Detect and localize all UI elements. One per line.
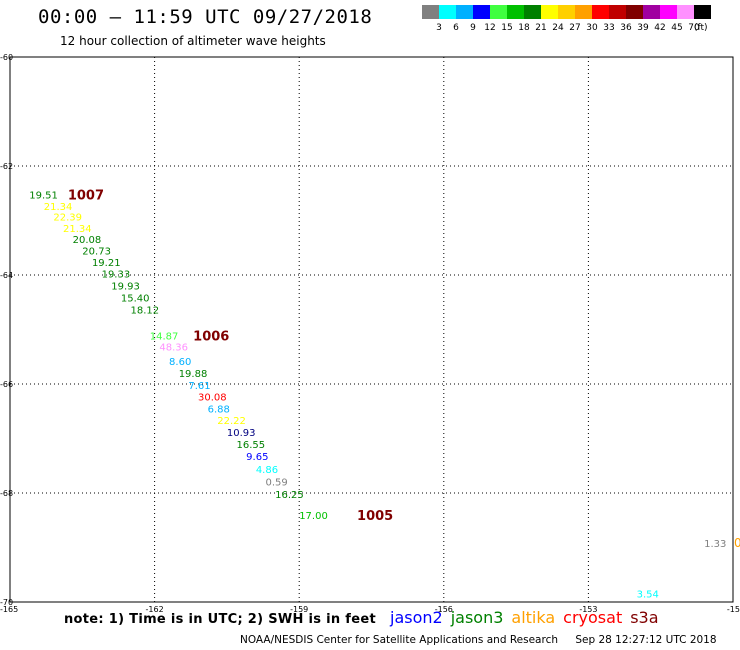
wave-height-point: 7.61: [188, 381, 210, 392]
wave-height-point: 18.12: [131, 305, 160, 316]
wave-height-point: 17.00: [299, 511, 328, 522]
credit-text: NOAA/NESDIS Center for Satellite Applica…: [240, 634, 558, 646]
y-tick-label: -60: [0, 53, 13, 62]
legend-label: 12: [484, 23, 496, 33]
legend-swatch: [422, 5, 439, 19]
legend-swatch: [490, 5, 507, 19]
satellite-label-s3a: s3a: [630, 608, 659, 627]
legend-label: 39: [637, 23, 649, 33]
wave-height-point: 20.73: [82, 246, 111, 257]
legend-label: 42: [654, 23, 666, 33]
legend-label: 36: [620, 23, 632, 33]
legend-label: 18: [518, 23, 530, 33]
y-tick-label: -66: [0, 380, 13, 389]
legend-swatch: [677, 5, 694, 19]
wave-height-point: 6.88: [208, 405, 230, 416]
legend-label: 30: [586, 23, 598, 33]
credit-line: NOAA/NESDIS Center for Satellite Applica…: [240, 634, 717, 646]
wave-height-point: 4.86: [256, 465, 278, 476]
wave-height-point: 0.59: [265, 478, 287, 489]
legend-swatch: [473, 5, 490, 19]
legend-swatch: [694, 5, 711, 19]
legend-label: 70: [688, 23, 700, 33]
wave-height-point: 22.22: [217, 416, 246, 427]
wave-height-point: 20.08: [73, 235, 102, 246]
wave-height-point: 10.93: [227, 428, 256, 439]
pressure-label: 1005: [357, 509, 393, 524]
x-tick-label: -165: [0, 605, 18, 614]
wave-height-point: 21.34: [44, 202, 73, 213]
wave-height-point: 15.40: [121, 293, 150, 304]
satellite-label-jason3: jason3: [450, 608, 504, 627]
legend-label: 45: [671, 23, 683, 33]
x-tick-label: -156: [435, 605, 453, 614]
generated-timestamp: Sep 28 12:27:12 UTC 2018: [575, 634, 717, 646]
wave-height-point: 48.36: [159, 342, 188, 353]
x-tick-label: -153: [579, 605, 597, 614]
legend-swatch: [643, 5, 660, 19]
legend-label: 33: [603, 23, 615, 33]
legend-swatch: [558, 5, 575, 19]
y-tick-label: -64: [0, 271, 13, 280]
chart-title: 00:00 – 11:59 UTC 09/27/2018: [38, 6, 373, 28]
legend-unit: (ft): [694, 23, 708, 33]
legend-swatch: [524, 5, 541, 19]
legend-swatch: [575, 5, 592, 19]
legend-label: 3: [436, 23, 442, 33]
legend-label: 21: [535, 23, 547, 33]
wave-height-point: 19.33: [102, 269, 131, 280]
legend-label: 24: [552, 23, 564, 33]
satellite-label-altika: altika: [511, 608, 556, 627]
legend-swatch: [541, 5, 558, 19]
wave-height-point: 9.65: [246, 452, 268, 463]
wave-height-point: 30.08: [198, 393, 227, 404]
wave-height-point: 16.55: [237, 440, 266, 451]
chart-subtitle: 12 hour collection of altimeter wave hei…: [60, 34, 326, 48]
edge-data-mark: 0: [734, 536, 740, 550]
legend-swatch: [507, 5, 524, 19]
wave-height-point: 3.54: [637, 589, 659, 600]
wave-height-point: 8.60: [169, 357, 191, 368]
satellite-label-cryosat: cryosat: [563, 608, 623, 627]
wave-height-point: 19.51: [29, 190, 58, 201]
wave-height-point: 14.87: [150, 331, 179, 342]
wave-height-point: 16.25: [275, 490, 304, 501]
pressure-label: 1007: [68, 188, 104, 203]
x-tick-label: -159: [290, 605, 308, 614]
wave-height-point: 21.34: [63, 224, 92, 235]
legend-label: 9: [470, 23, 476, 33]
plot-frame: [9, 56, 734, 603]
legend-swatch: [456, 5, 473, 19]
wave-height-point: 19.93: [111, 281, 140, 292]
legend-label: 6: [453, 23, 459, 33]
satellite-legend: jason2 jason3 altika cryosat s3a: [390, 608, 667, 627]
legend-label: 15: [501, 23, 513, 33]
legend-swatch: [592, 5, 609, 19]
y-tick-label: -70: [0, 598, 13, 607]
footer-note: note: 1) Time is in UTC; 2) SWH is in fe…: [64, 612, 376, 627]
legend-swatch: [609, 5, 626, 19]
legend-swatch: [660, 5, 677, 19]
legend-swatch: [626, 5, 643, 19]
x-tick-label: -15: [727, 605, 740, 614]
pressure-label: 1006: [193, 329, 229, 344]
x-tick-label: -162: [146, 605, 164, 614]
legend-swatch: [439, 5, 456, 19]
wave-height-point: 22.39: [53, 213, 82, 224]
satellite-label-jason2: jason2: [390, 608, 443, 627]
y-tick-label: -68: [0, 489, 13, 498]
y-tick-label: -62: [0, 162, 13, 171]
wave-height-point: 1.33: [704, 539, 726, 550]
wave-height-point: 19.21: [92, 258, 121, 269]
wave-height-point: 19.88: [179, 369, 208, 380]
legend-label: 27: [569, 23, 581, 33]
